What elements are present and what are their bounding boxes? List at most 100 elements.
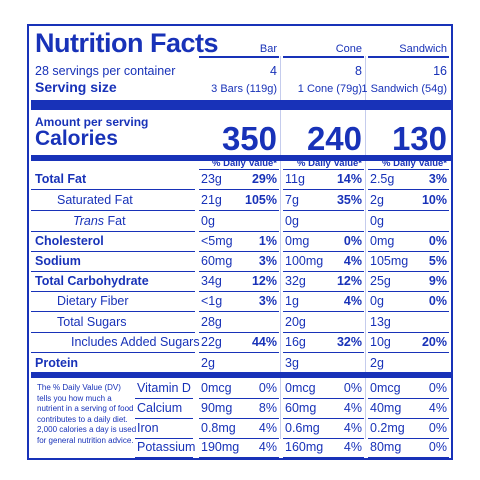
nutrient-daily-value: 5% — [428, 254, 447, 268]
nutrient-daily-value: 12% — [336, 274, 362, 288]
column-header-rule — [368, 56, 449, 58]
row-rule — [31, 210, 195, 211]
dv-header: % Daily Value* — [382, 158, 447, 169]
row-rule — [31, 231, 195, 232]
nutrient-daily-value: 4% — [343, 254, 362, 268]
nutrient-daily-value: 9% — [428, 274, 447, 288]
vitamin-label: Iron — [137, 421, 159, 435]
nutrient-daily-value: 14% — [336, 172, 362, 186]
row-rule — [135, 418, 193, 419]
nutrient-amount: 34g — [201, 274, 222, 288]
serving-size-value: 1 Sandwich (54g) — [361, 83, 447, 95]
nutrient-daily-value: 44% — [251, 335, 277, 349]
vitamin-amount: 0.8mg — [201, 421, 236, 435]
nutrient-amount: 23g — [201, 172, 222, 186]
nutrient-amount: 3g — [285, 356, 299, 370]
nutrient-label: Protein — [35, 356, 79, 370]
vitamin-daily-value: 0% — [343, 381, 362, 395]
row-rule — [283, 210, 364, 211]
vitamin-daily-value: 4% — [343, 401, 362, 415]
nutrient-amount: 1g — [285, 294, 299, 308]
nutrient-amount: 2g — [370, 193, 384, 207]
calories-value: 240 — [306, 120, 362, 157]
vitamin-amount: 160mg — [285, 440, 324, 454]
vitamin-amount: 0.2mg — [370, 421, 405, 435]
nutrient-amount: 0g — [285, 214, 299, 228]
row-rule — [283, 438, 364, 439]
nutrient-amount: 28g — [201, 315, 222, 329]
vitamin-amount: 0mcg — [285, 381, 316, 395]
row-rule — [199, 438, 279, 439]
vitamin-daily-value: 4% — [343, 421, 362, 435]
nutrient-amount: 0g — [370, 294, 384, 308]
nutrient-amount: <5mg — [201, 234, 233, 248]
row-rule — [31, 332, 195, 333]
row-rule — [283, 457, 364, 458]
row-rule — [283, 231, 364, 232]
serving-size-label: Serving size — [35, 79, 117, 95]
nutrient-daily-value: 3% — [428, 172, 447, 186]
row-rule — [283, 398, 364, 399]
nutrient-amount: 22g — [201, 335, 222, 349]
vitamin-daily-value: 0% — [428, 440, 447, 454]
servings-count: 4 — [270, 64, 277, 78]
nutrient-amount: 2g — [370, 356, 384, 370]
vitamin-daily-value: 8% — [258, 401, 277, 415]
nutrient-daily-value: 0% — [428, 294, 447, 308]
vitamin-daily-value: 0% — [258, 381, 277, 395]
footnote-line: contributes to a daily diet. — [37, 414, 128, 424]
nutrient-daily-value: 4% — [343, 294, 362, 308]
vitamin-daily-value: 4% — [258, 421, 277, 435]
dv-header: % Daily Value* — [212, 158, 277, 169]
label-title: Nutrition Facts — [35, 28, 219, 58]
row-rule — [283, 418, 364, 419]
nutrient-amount: 100mg — [285, 254, 324, 268]
nutrient-amount: 25g — [370, 274, 391, 288]
column-name: Bar — [259, 43, 277, 55]
column-header-rule — [199, 56, 279, 58]
row-rule — [135, 457, 193, 458]
row-rule — [135, 398, 193, 399]
nutrient-amount: 13g — [370, 315, 391, 329]
vitamin-amount: 0.6mg — [285, 421, 320, 435]
nutrient-amount: 60mg — [201, 254, 233, 268]
row-rule — [368, 210, 449, 211]
nutrient-label: Total Carbohydrate — [35, 274, 149, 288]
serving-size-value: 3 Bars (119g) — [211, 83, 277, 95]
nutrient-daily-value: 32% — [336, 335, 362, 349]
nutrient-daily-value: 3% — [258, 254, 277, 268]
dv-header-rule — [199, 169, 279, 170]
nutrient-daily-value: 12% — [251, 274, 277, 288]
row-rule — [31, 251, 195, 252]
thick-rule-top — [31, 100, 451, 110]
nutrition-facts-panel: Nutrition Facts 28 servings per containe… — [27, 24, 453, 460]
row-rule — [283, 251, 364, 252]
column-header-rule — [283, 56, 364, 58]
daily-value-footnote: The % Daily Value (DV) tells you how muc… — [37, 383, 136, 446]
serving-size-value: 1 Cone (79g) — [297, 83, 362, 95]
nutrient-daily-value: 3% — [258, 294, 277, 308]
nutrient-amount: 7g — [285, 193, 299, 207]
row-rule — [199, 251, 279, 252]
nutrient-label: Dietary Fiber — [57, 294, 129, 308]
vitamin-daily-value: 4% — [258, 440, 277, 454]
vitamin-label: Vitamin D — [137, 381, 191, 395]
nutrient-amount: 0g — [201, 214, 215, 228]
vitamin-amount: 40mg — [370, 401, 402, 415]
row-rule — [368, 398, 449, 399]
nutrient-amount: 0mg — [285, 234, 310, 248]
row-rule — [283, 311, 364, 312]
calories-value: 350 — [221, 120, 277, 157]
row-rule — [31, 291, 195, 292]
servings-count: 8 — [355, 64, 362, 78]
vitamin-label: Potassium — [137, 440, 196, 454]
row-rule — [368, 373, 449, 374]
row-rule — [199, 189, 279, 190]
nutrient-daily-value: 35% — [336, 193, 362, 207]
nutrient-amount: 11g — [285, 172, 305, 186]
row-rule — [199, 373, 279, 374]
vitamin-amount: 90mg — [201, 401, 233, 415]
footnote-line: for general nutrition advice. — [37, 435, 134, 445]
column-name: Cone — [335, 43, 362, 55]
nutrient-daily-value: 0% — [343, 234, 362, 248]
